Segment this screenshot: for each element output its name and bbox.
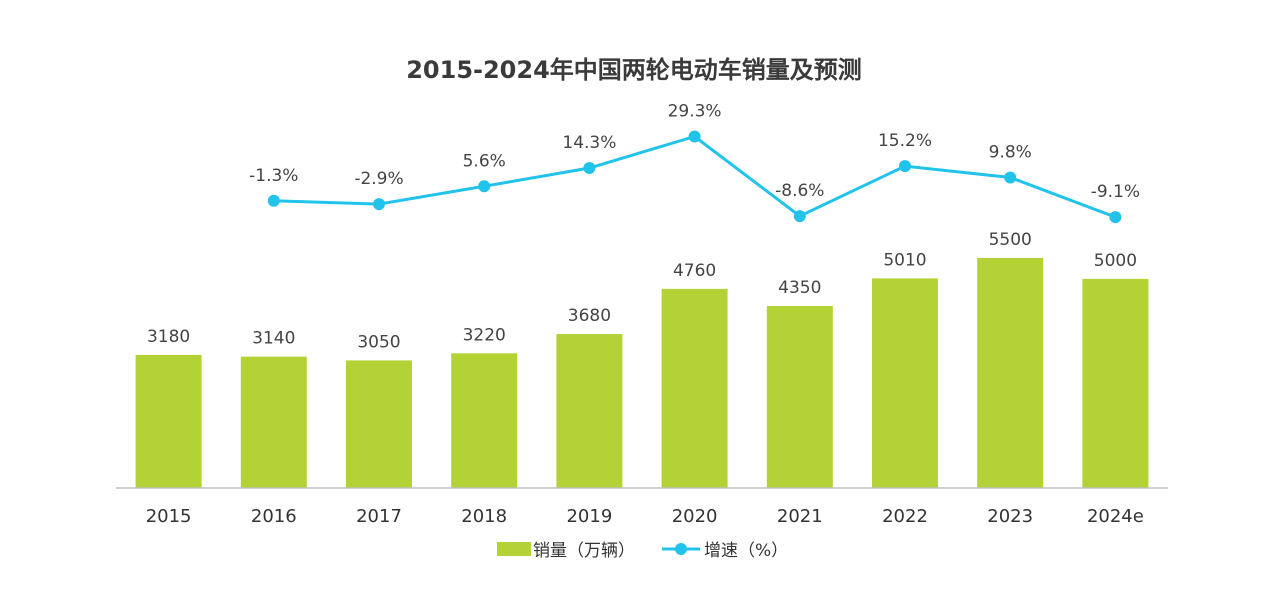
x-tick-2023: 2023: [987, 506, 1033, 527]
growth-label-2019: 14.3%: [562, 133, 616, 153]
x-axis-tick-labels: 2015 2016 2017 2018 2019 2020 2021 2022 2023 2024…: [146, 506, 1144, 527]
bar-2023: [977, 258, 1043, 488]
line-data-labels: -1.3% -2.9% 5.6% 14.3% 29.3% -8.6% 15.2% 9.8% -9…: [249, 102, 1140, 203]
bar-label-2023: 5500: [989, 230, 1032, 250]
bar-label-2024e: 5000: [1094, 251, 1137, 271]
chart: 2015-2024年中国两轮电动车销量及预测 3180 3140 3050 3220 3…: [0, 0, 1268, 605]
bar-2019: [556, 334, 622, 488]
bar-label-2016: 3140: [252, 329, 295, 349]
x-tick-2024e: 2024e: [1087, 506, 1144, 527]
legend-label-sales: 销量（万辆）: [533, 541, 635, 561]
growth-label-2023: 9.8%: [989, 142, 1032, 162]
x-tick-2017: 2017: [356, 506, 402, 527]
growth-label-2022: 15.2%: [878, 131, 932, 151]
bar-label-2017: 3050: [357, 332, 400, 352]
legend-label-growth: 增速（%）: [704, 541, 788, 561]
growth-point-2019: [583, 162, 595, 174]
bar-2022: [872, 278, 938, 488]
growth-point-2020: [689, 131, 701, 143]
bar-label-2019: 3680: [568, 306, 611, 326]
growth-label-2024e: -9.1%: [1091, 182, 1140, 202]
x-tick-2018: 2018: [461, 506, 507, 527]
growth-point-2023: [1004, 171, 1016, 183]
growth-point-2021: [794, 210, 806, 222]
growth-point-2018: [478, 180, 490, 192]
growth-label-2017: -2.9%: [354, 169, 403, 189]
growth-label-2018: 5.6%: [463, 151, 506, 171]
growth-point-2024e: [1109, 211, 1121, 223]
x-tick-2022: 2022: [882, 506, 928, 527]
legend-swatch-sales: [497, 542, 531, 556]
bar-series: [136, 258, 1149, 488]
growth-label-2020: 29.3%: [668, 102, 722, 122]
legend-swatch-growth-marker: [675, 543, 687, 555]
bar-2016: [241, 357, 307, 488]
bar-2020: [662, 289, 728, 488]
x-tick-2016: 2016: [251, 506, 297, 527]
growth-point-2022: [899, 160, 911, 172]
bar-2017: [346, 360, 412, 488]
bar-label-2020: 4760: [673, 261, 716, 281]
legend: 销量（万辆） 增速（%）: [497, 541, 788, 561]
bar-2015: [136, 355, 202, 488]
bar-label-2018: 3220: [463, 325, 506, 345]
bar-label-2022: 5010: [883, 250, 926, 270]
x-tick-2021: 2021: [777, 506, 823, 527]
growth-label-2021: -8.6%: [775, 181, 824, 201]
bar-label-2021: 4350: [778, 278, 821, 298]
bar-label-2015: 3180: [147, 327, 190, 347]
growth-label-2016: -1.3%: [249, 166, 298, 186]
chart-title: 2015-2024年中国两轮电动车销量及预测: [406, 56, 862, 84]
x-tick-2015: 2015: [146, 506, 192, 527]
bar-2018: [451, 353, 517, 488]
x-tick-2019: 2019: [566, 506, 612, 527]
growth-point-2017: [373, 198, 385, 210]
x-tick-2020: 2020: [672, 506, 718, 527]
growth-point-2016: [268, 195, 280, 207]
bar-2021: [767, 306, 833, 488]
bar-2024e: [1082, 279, 1148, 488]
